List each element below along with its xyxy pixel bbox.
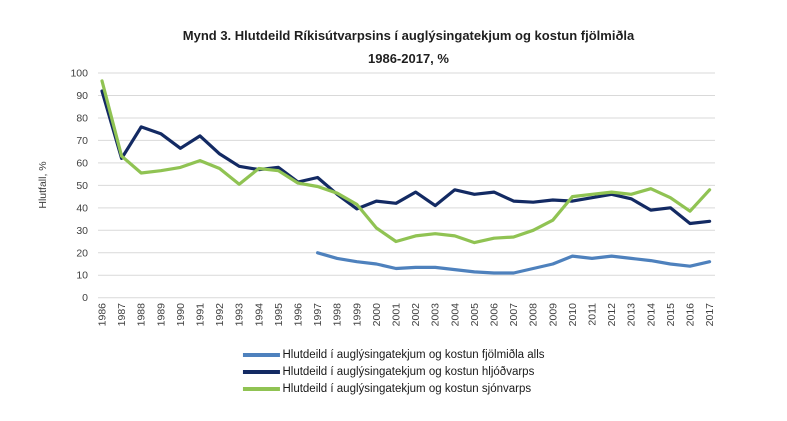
y-tick-label: 0 <box>82 292 88 304</box>
chart-title-line2: 1986-2017, % <box>368 51 449 66</box>
x-axis-tick-labels: 1986 1987 1988 1989 1990 1991 1992 1993 1994 1995… <box>97 303 717 327</box>
x-tick-label: 2013 <box>626 303 638 327</box>
x-tick-label: 2005 <box>469 303 481 327</box>
x-tick-label: 2012 <box>606 303 618 327</box>
x-tick-label: 1998 <box>332 303 344 327</box>
x-tick-label: 1997 <box>312 303 324 327</box>
x-tick-label: 1988 <box>136 303 148 327</box>
x-tick-label: 2017 <box>704 303 716 327</box>
x-tick-label: 1993 <box>234 303 246 327</box>
x-tick-label: 2004 <box>449 303 461 327</box>
legend-line-swatch <box>242 386 280 391</box>
x-tick-label: 2009 <box>547 303 559 327</box>
legend-label: Hlutdeild í auglýsingatekjum og kostun s… <box>282 382 532 395</box>
x-tick-label: 1994 <box>253 303 265 327</box>
x-tick-label: 2010 <box>567 303 579 327</box>
x-tick-label: 2016 <box>685 303 697 327</box>
legend-item-1: Hlutdeild í auglýsingatekjum og kostun f… <box>242 346 545 363</box>
x-tick-label: 2003 <box>430 303 442 327</box>
legend-item-2: Hlutdeild í auglýsingatekjum og kostun h… <box>242 363 544 380</box>
x-tick-label: 2001 <box>391 303 403 327</box>
y-tick-label: 50 <box>76 180 88 192</box>
y-axis-title: Hlutfall, % <box>37 161 49 208</box>
x-tick-label: 1991 <box>195 303 207 327</box>
chart-title-line1: Mynd 3. Hlutdeild Ríkisútvarpsins í augl… <box>182 28 635 43</box>
legend-item-3: Hlutdeild í auglýsingatekjum og kostun s… <box>242 380 544 397</box>
x-tick-label: 2008 <box>528 303 540 327</box>
y-tick-label: 60 <box>76 157 88 169</box>
y-axis-tick-labels: 0 10 20 30 40 50 60 70 80 90 100 <box>70 68 88 305</box>
series-line-1 <box>316 251 712 275</box>
y-tick-label: 40 <box>76 202 88 214</box>
chart-title: Mynd 3. Hlutdeild Ríkisútvarpsins í augl… <box>40 24 777 70</box>
legend-label: Hlutdeild í auglýsingatekjum og kostun f… <box>282 348 545 361</box>
y-tick-label: 30 <box>76 225 88 237</box>
y-tick-label: 20 <box>76 247 88 259</box>
y-tick-label: 70 <box>76 135 88 147</box>
x-tick-label: 1986 <box>97 303 109 327</box>
legend-line-swatch <box>242 369 280 374</box>
gridlines <box>98 72 715 299</box>
x-tick-label: 2006 <box>489 303 501 327</box>
x-tick-label: 2002 <box>410 303 422 327</box>
x-tick-label: 2000 <box>371 303 383 327</box>
series-line-2 <box>100 89 712 226</box>
data-series-lines <box>100 79 712 275</box>
x-tick-label: 1996 <box>293 303 305 327</box>
x-tick-label: 2007 <box>508 303 520 327</box>
x-tick-label: 1999 <box>351 303 363 327</box>
x-tick-label: 2011 <box>587 303 599 326</box>
series-line-3 <box>100 79 712 245</box>
x-tick-label: 1989 <box>155 303 167 327</box>
legend-line-swatch <box>242 352 280 357</box>
x-tick-label: 1987 <box>116 303 128 327</box>
y-tick-label: 80 <box>76 112 88 124</box>
y-tick-label: 100 <box>70 68 88 80</box>
y-tick-label: 10 <box>76 270 88 282</box>
x-tick-label: 1992 <box>214 303 226 327</box>
legend: Hlutdeild í auglýsingatekjum og kostun f… <box>242 346 545 397</box>
x-tick-label: 1995 <box>273 303 285 327</box>
x-tick-label: 2015 <box>665 303 677 327</box>
x-tick-label: 2014 <box>645 303 657 327</box>
legend-label: Hlutdeild í auglýsingatekjum og kostun h… <box>282 365 535 378</box>
x-tick-label: 1990 <box>175 303 187 327</box>
y-tick-label: 90 <box>76 90 88 102</box>
